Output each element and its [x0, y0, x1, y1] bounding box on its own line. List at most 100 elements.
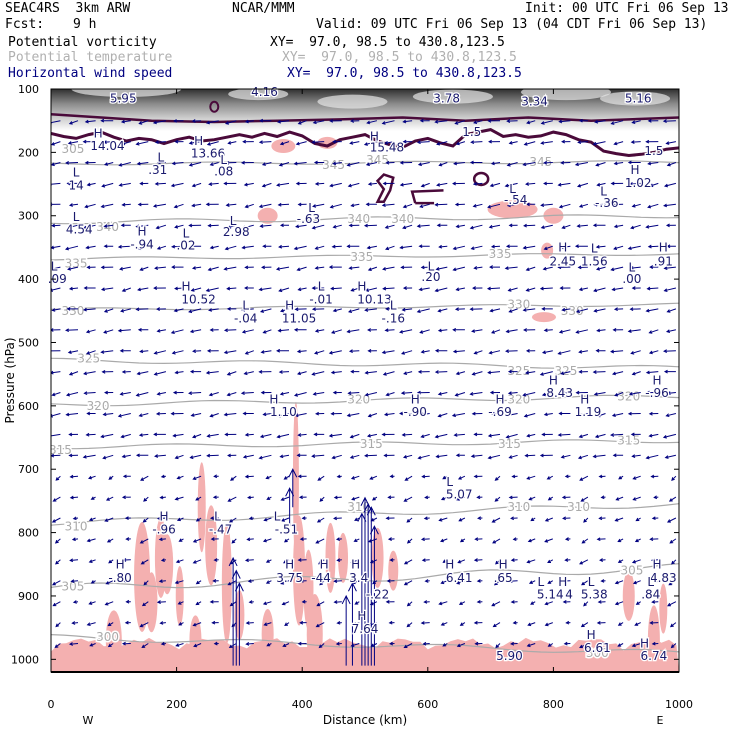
wind-vector: [224, 245, 237, 251]
wind-vector: [315, 622, 325, 628]
wind-vector: [663, 349, 676, 353]
wind-vector: [381, 203, 395, 208]
wind-vector: [578, 287, 589, 292]
wind-vector: [418, 287, 430, 292]
wind-vector: [611, 371, 624, 376]
isentrope-340: [51, 214, 679, 225]
wind-vector: [541, 432, 553, 437]
wind-vector: [505, 433, 518, 439]
x-tick-label: 400: [292, 698, 313, 711]
wind-vector: [385, 599, 395, 604]
extremum-value: 13.66: [191, 147, 225, 161]
wind-vector: [244, 558, 254, 563]
wind-vector: [387, 537, 395, 541]
wind-vector: [453, 161, 465, 166]
wind-vector: [557, 350, 571, 355]
wind-vector: [401, 432, 413, 437]
wind-vector: [663, 203, 676, 208]
wind-vector: [576, 224, 588, 228]
stratosphere-light-patch: [600, 91, 671, 106]
wind-vector: [469, 392, 483, 396]
wind-vector: [332, 224, 342, 229]
wind-vector: [244, 203, 254, 209]
extremum-value: -44: [311, 571, 331, 585]
wind-vector: [208, 392, 219, 397]
wind-vector: [86, 411, 96, 416]
extremum-value: 6.61: [584, 641, 611, 655]
wind-vector: [648, 329, 659, 334]
wind-vector: [156, 516, 166, 521]
wind-vector: [347, 182, 360, 188]
wind-vector: [259, 118, 272, 123]
wind-vector: [370, 517, 378, 522]
isentrope-label: 325: [555, 364, 578, 378]
wind-vector: [240, 160, 254, 165]
wind-vector: [665, 329, 677, 333]
wind-vector: [171, 350, 184, 355]
wind-vector: [574, 162, 588, 167]
wind-vector: [455, 453, 465, 458]
extremum-value: 1.5: [644, 144, 663, 158]
wind-vector: [156, 329, 166, 333]
isentrope-label: 300: [586, 646, 609, 660]
wind-vector: [617, 538, 624, 543]
high-marker: H: [182, 280, 191, 294]
wind-vector: [367, 182, 377, 186]
wind-vector: [72, 600, 79, 604]
wind-vector: [438, 244, 448, 249]
wind-vector: [634, 538, 641, 543]
wind-vector: [210, 537, 219, 541]
wind-vector: [175, 643, 184, 647]
wind-vector: [469, 224, 483, 230]
wind-vector: [85, 329, 96, 334]
wind-vector: [68, 642, 79, 646]
wind-vector: [293, 327, 307, 332]
wind-vector: [593, 202, 606, 207]
wind-vector: [561, 579, 571, 583]
wind-vector: [472, 181, 483, 186]
isentrope-label: 340: [347, 212, 370, 226]
wind-vector: [213, 474, 219, 479]
wind-vector: [434, 287, 448, 293]
wind-vector: [170, 329, 184, 334]
wind-vector: [318, 559, 325, 565]
wind-vector: [471, 411, 483, 416]
extremum-value: -.54: [504, 193, 527, 207]
wind-vector: [512, 537, 518, 541]
wind-vector: [420, 182, 430, 188]
stratosphere-light-patch: [412, 89, 493, 104]
forecast-hours: 9 h: [73, 17, 97, 32]
wind-vector: [610, 202, 624, 207]
isentrope-label: 340: [96, 220, 119, 234]
wind-vector: [399, 245, 413, 250]
wind-vector: [328, 350, 342, 355]
wind-vector: [51, 182, 61, 187]
updraft-vector: [288, 468, 298, 508]
wind-vector: [209, 245, 219, 250]
wind-vector: [102, 140, 114, 144]
wind-vector: [664, 454, 677, 459]
wind-vector: [333, 579, 342, 583]
wind-vector: [189, 244, 202, 249]
wind-speed-shade: [221, 523, 232, 644]
wind-vector: [525, 182, 536, 186]
wind-vector: [141, 643, 149, 648]
wind-vector: [122, 578, 131, 583]
wind-vector: [402, 454, 413, 459]
wind-vector: [117, 244, 131, 249]
wind-vector: [276, 182, 290, 187]
wind-vector: [188, 162, 202, 167]
wind-vector: [276, 433, 290, 439]
wind-vector: [508, 579, 518, 583]
wind-vector: [190, 287, 202, 292]
wind-vector: [595, 348, 606, 353]
wind-vector: [647, 161, 659, 166]
wind-vector: [88, 601, 96, 605]
wind-vector: [528, 496, 536, 501]
wind-vector: [371, 496, 378, 501]
wind-vector: [662, 119, 676, 123]
wind-vector: [227, 224, 237, 229]
wind-vector: [525, 266, 536, 271]
wind-vector: [135, 141, 149, 146]
wind-vector: [174, 139, 184, 144]
